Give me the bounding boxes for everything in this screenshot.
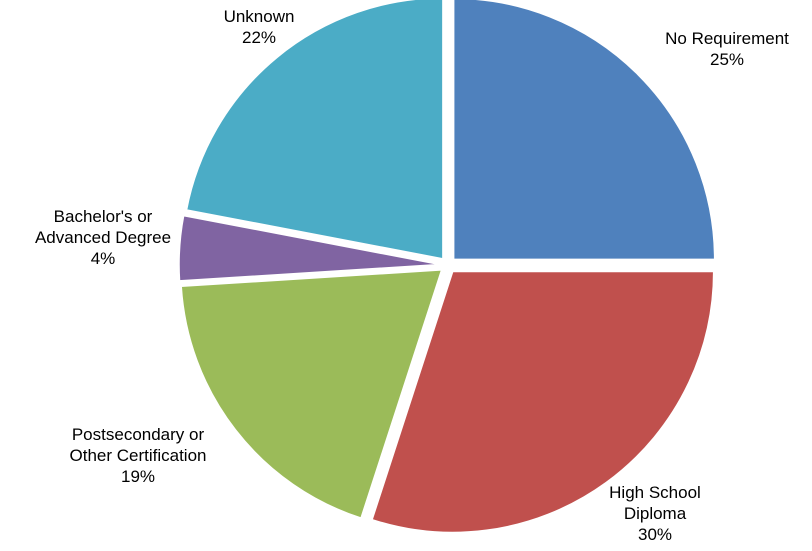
slice-name-label: High School: [609, 483, 701, 502]
slice-name-label: Bachelor's or: [54, 207, 153, 226]
slice-value-label: 4%: [91, 249, 116, 268]
slice-name-label: Other Certification: [70, 446, 207, 465]
slice-name-label: No Requirement: [665, 29, 789, 48]
slice-value-label: 25%: [710, 50, 744, 69]
slice-label-0: No Requirement 25%: [665, 29, 789, 69]
slice-value-label: 30%: [638, 525, 672, 544]
slice-label-4: Unknown 22%: [224, 7, 295, 47]
pie-slices: [178, 0, 716, 534]
slice-name-label: Unknown: [224, 7, 295, 26]
slice-name-label: Diploma: [624, 504, 687, 523]
slice-label-1: High School Diploma 30%: [609, 483, 701, 544]
pie-slice-4: [185, 0, 444, 260]
slice-name-label: Advanced Degree: [35, 228, 171, 247]
pie-labels: No Requirement 25% High School Diploma 30% Po…: [35, 7, 789, 544]
slice-label-2: Postsecondary or Other Certification 19%: [70, 425, 207, 486]
pie-slice-2: [180, 269, 443, 520]
slice-value-label: 22%: [242, 28, 276, 47]
pie-slice-3: [178, 214, 441, 282]
slice-value-label: 19%: [121, 467, 155, 486]
slice-name-label: Postsecondary or: [72, 425, 205, 444]
slice-label-3: Bachelor's or Advanced Degree 4%: [35, 207, 171, 268]
pie-slice-1: [371, 270, 715, 534]
pie-slice-0: [452, 0, 716, 261]
